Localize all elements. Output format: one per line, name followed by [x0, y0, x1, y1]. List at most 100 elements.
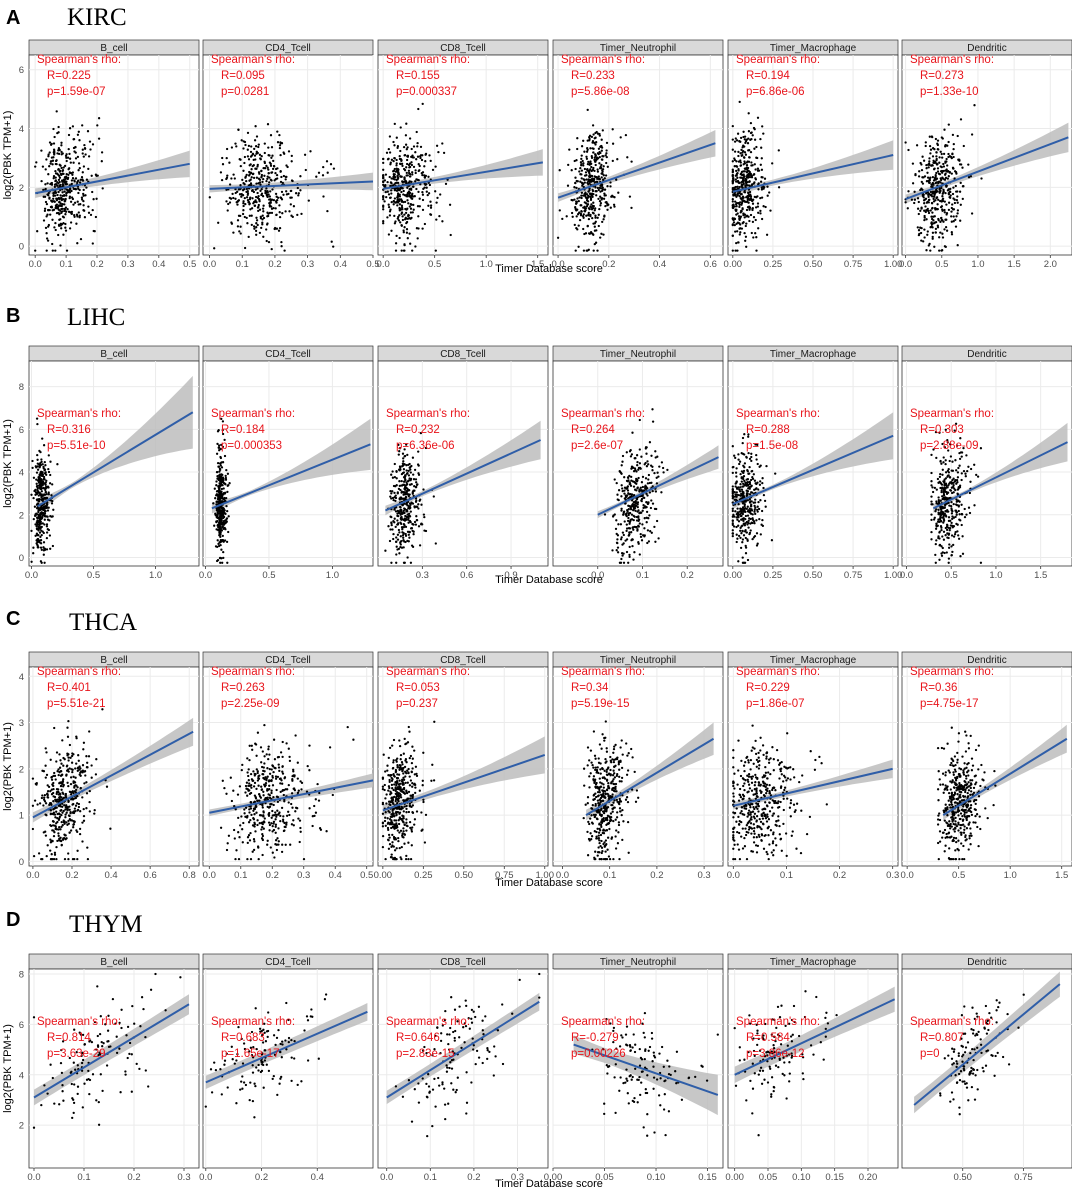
data-point [934, 173, 937, 177]
data-point [731, 492, 734, 495]
data-point [396, 178, 399, 181]
data-point [388, 539, 392, 543]
data-point [279, 196, 282, 199]
data-point [922, 240, 925, 243]
data-point [326, 209, 329, 213]
data-point [411, 492, 414, 495]
data-point [218, 531, 221, 534]
data-point [396, 523, 399, 526]
data-point [44, 490, 47, 494]
data-point [236, 225, 240, 228]
data-point [49, 213, 52, 216]
data-point [243, 155, 247, 159]
data-point [420, 503, 423, 506]
data-point [276, 141, 280, 144]
data-point [944, 191, 947, 195]
data-point [387, 233, 391, 236]
data-point [939, 150, 942, 153]
x-tick-label: 1.0 [480, 259, 493, 270]
data-point [409, 242, 412, 245]
data-point [970, 133, 974, 136]
data-point [583, 194, 587, 197]
data-point [278, 144, 282, 147]
data-point [403, 243, 406, 246]
data-point [390, 177, 393, 180]
data-point [731, 249, 734, 252]
data-point [296, 213, 299, 217]
data-point [603, 188, 606, 191]
data-point [617, 489, 621, 492]
data-point [81, 124, 84, 127]
data-point [51, 544, 55, 548]
data-point [948, 529, 951, 532]
data-point [58, 174, 61, 178]
data-point [396, 187, 399, 190]
data-point [252, 225, 256, 228]
data-point [600, 163, 603, 167]
data-point [393, 167, 396, 171]
data-point [423, 175, 426, 179]
data-point [928, 181, 931, 184]
data-point [395, 234, 398, 238]
data-point [287, 150, 291, 153]
data-point [416, 237, 419, 240]
data-point [47, 506, 50, 509]
data-point [732, 218, 735, 222]
data-point [627, 508, 630, 511]
data-point [418, 205, 421, 208]
data-point [399, 221, 402, 224]
data-point [388, 135, 392, 138]
data-point [223, 526, 226, 530]
data-point [266, 123, 270, 126]
data-point [58, 200, 61, 203]
data-point [234, 197, 237, 200]
data-point [52, 175, 56, 178]
data-point [758, 483, 762, 486]
data-point [640, 455, 643, 458]
data-point [260, 173, 264, 177]
scatter-points [212, 417, 231, 564]
x-tick-label: 1.0 [149, 570, 162, 581]
data-point [583, 181, 586, 184]
data-point [916, 197, 920, 200]
data-point [407, 521, 410, 524]
data-point [83, 209, 86, 212]
data-point [409, 477, 413, 481]
data-point [938, 475, 942, 479]
x-tick-label: 0.2 [681, 570, 694, 581]
data-point [631, 431, 634, 434]
data-point [46, 509, 50, 512]
data-point [749, 529, 752, 532]
data-point [930, 223, 934, 226]
data-point [226, 490, 229, 494]
data-point [935, 159, 938, 162]
data-point [39, 560, 43, 563]
data-point [423, 165, 426, 168]
data-point [269, 201, 272, 204]
data-point [415, 130, 418, 134]
data-point [941, 516, 944, 519]
data-point [953, 170, 957, 173]
data-point [73, 214, 76, 217]
data-point [221, 445, 225, 449]
data-point [732, 193, 735, 196]
data-point [645, 510, 649, 514]
data-point [941, 249, 944, 252]
data-point [54, 179, 57, 183]
data-point [958, 513, 961, 516]
data-point [736, 507, 739, 510]
data-point [573, 186, 576, 189]
data-point [655, 519, 659, 523]
data-point [403, 154, 406, 157]
data-point [734, 485, 737, 488]
data-point [736, 537, 739, 540]
data-point [650, 499, 653, 502]
data-point [56, 193, 59, 197]
data-point [52, 177, 55, 180]
data-point [920, 206, 923, 209]
data-point [278, 211, 281, 214]
data-point [755, 482, 758, 486]
data-point [406, 453, 409, 457]
data-point [951, 460, 954, 463]
data-point [51, 200, 54, 203]
